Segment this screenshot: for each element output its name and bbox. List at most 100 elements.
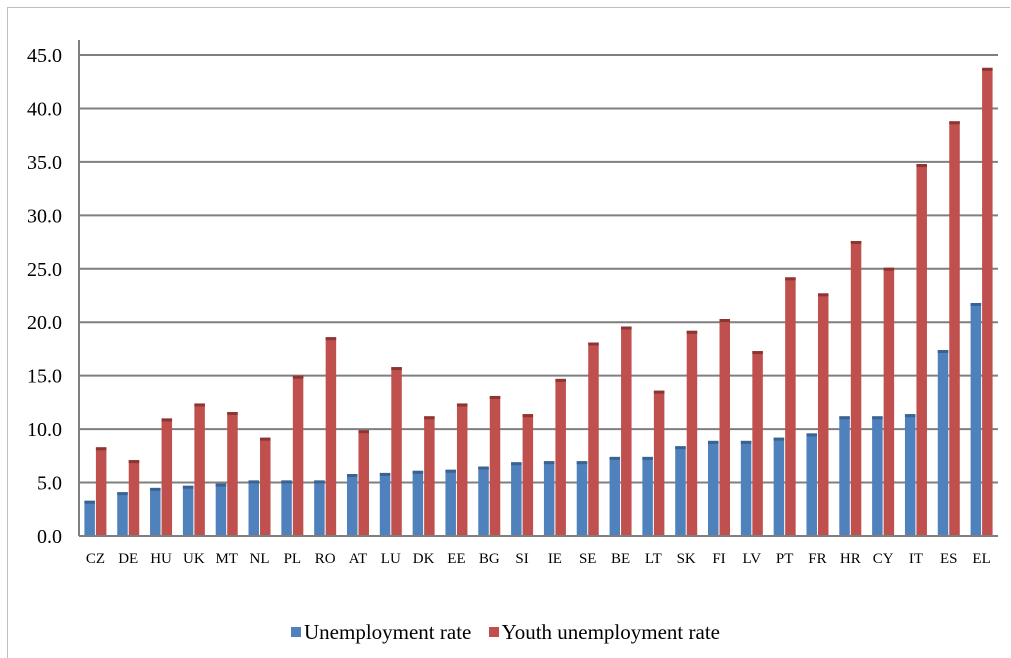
bar-cap-youth-unemployment-fr — [817, 293, 829, 297]
bar-cap-youth-unemployment-at — [358, 430, 369, 434]
bar-cap-youth-unemployment-cz — [95, 447, 107, 451]
bar-unemployment-dk — [412, 470, 424, 536]
x-tick-label-se: SE — [579, 551, 597, 567]
bar-cap-unemployment-de — [117, 492, 128, 496]
bar-youth-unemployment-fr — [817, 293, 829, 536]
bar-cap-unemployment-hu — [150, 487, 161, 491]
bar-cap-unemployment-es — [937, 350, 949, 354]
bar-cap-youth-unemployment-el — [982, 67, 993, 71]
x-tick-label-pl: PL — [284, 551, 302, 567]
bar-cap-youth-unemployment-hu — [161, 418, 173, 422]
bar-cap-unemployment-cy — [872, 416, 883, 420]
bar-unemployment-sk — [675, 446, 686, 536]
bar-cap-youth-unemployment-pl — [292, 375, 304, 379]
x-tick-label-cy: CY — [873, 551, 894, 567]
bar-cap-unemployment-fi — [708, 440, 719, 444]
x-tick-label-de: DE — [118, 551, 138, 567]
bar-cap-unemployment-pl — [281, 480, 292, 484]
x-tick-label-at: AT — [349, 551, 367, 567]
bar-cap-unemployment-si — [511, 462, 522, 466]
x-tick-label-bg: BG — [479, 551, 500, 567]
bar-unemployment-pt — [773, 437, 785, 536]
gridlines — [79, 54, 998, 484]
bar-youth-unemployment-lt — [653, 390, 665, 536]
bar-cap-youth-unemployment-ee — [456, 403, 468, 407]
bar-cap-youth-unemployment-bg — [489, 395, 501, 399]
bar-youth-unemployment-ro — [325, 337, 337, 536]
bar-youth-unemployment-bg — [489, 395, 501, 536]
bar-youth-unemployment-mt — [227, 412, 238, 536]
y-tick-label: 10.0 — [27, 419, 62, 441]
bar-unemployment-lv — [740, 440, 752, 536]
bar-cap-youth-unemployment-be — [621, 326, 632, 330]
bar-unemployment-cz — [84, 500, 95, 536]
bar-unemployment-pl — [281, 480, 292, 536]
bar-unemployment-nl — [248, 480, 260, 536]
x-tick-label-fr: FR — [808, 551, 826, 567]
bar-unemployment-ee — [445, 469, 456, 536]
bar-cap-unemployment-bg — [478, 466, 489, 470]
legend-label-youth-unemployment: Youth unemployment rate — [501, 619, 720, 644]
bar-cap-unemployment-lt — [642, 456, 653, 460]
bar-youth-unemployment-ie — [555, 378, 566, 536]
bar-youth-unemployment-de — [128, 460, 140, 536]
y-tick-label: 25.0 — [27, 259, 62, 281]
x-tick-label-be: BE — [611, 551, 630, 567]
bar-cap-unemployment-sk — [675, 446, 686, 450]
bar-cap-unemployment-pt — [773, 437, 785, 441]
x-tick-label-lt: LT — [645, 551, 662, 567]
bar-cap-unemployment-el — [970, 302, 982, 306]
bars — [84, 67, 993, 537]
bar-cap-youth-unemployment-lt — [653, 390, 665, 394]
bar-unemployment-se — [576, 461, 588, 536]
y-tick-label: 35.0 — [27, 152, 62, 174]
bar-cap-unemployment-at — [346, 474, 358, 478]
bar-youth-unemployment-se — [588, 342, 599, 536]
bar-unemployment-bg — [478, 466, 489, 536]
bar-cap-unemployment-uk — [182, 485, 194, 489]
bar-cap-youth-unemployment-sk — [686, 330, 698, 334]
x-tick-label-ee: EE — [447, 551, 465, 567]
bar-youth-unemployment-at — [358, 430, 369, 536]
bar-cap-youth-unemployment-ie — [555, 378, 566, 382]
bar-unemployment-hr — [839, 416, 850, 536]
y-tick-label: 20.0 — [27, 312, 62, 334]
bar-cap-unemployment-hr — [839, 416, 850, 420]
bar-youth-unemployment-pt — [785, 277, 796, 536]
y-tick-label: 15.0 — [27, 366, 62, 388]
bar-cap-youth-unemployment-se — [588, 342, 599, 346]
bar-youth-unemployment-hr — [850, 240, 862, 536]
bar-youth-unemployment-el — [982, 67, 993, 537]
chart-area — [7, 7, 1010, 658]
x-tick-label-si: SI — [515, 551, 528, 567]
bar-youth-unemployment-cz — [95, 447, 107, 536]
bar-youth-unemployment-be — [621, 326, 632, 536]
bar-cap-youth-unemployment-dk — [424, 416, 435, 420]
bar-youth-unemployment-nl — [260, 437, 271, 536]
bar-cap-unemployment-lu — [379, 472, 391, 476]
bar-cap-youth-unemployment-it — [916, 164, 927, 168]
bar-youth-unemployment-lu — [391, 367, 402, 536]
x-tick-label-fi: FI — [712, 551, 725, 567]
bar-cap-unemployment-be — [609, 456, 621, 460]
x-tick-label-ro: RO — [315, 551, 336, 567]
bar-youth-unemployment-fi — [719, 319, 731, 536]
x-tick-label-pt: PT — [776, 551, 794, 567]
legend-item-unemployment: Unemployment rate — [291, 620, 471, 645]
bar-youth-unemployment-cy — [883, 267, 895, 536]
bar-unemployment-be — [609, 456, 621, 536]
bar-youth-unemployment-dk — [424, 416, 435, 536]
bar-unemployment-ro — [314, 480, 325, 536]
x-tick-label-sk: SK — [677, 551, 696, 567]
bar-cap-unemployment-nl — [248, 480, 260, 484]
bar-youth-unemployment-pl — [292, 375, 304, 536]
bar-unemployment-lu — [379, 472, 391, 536]
x-tick-label-nl: NL — [250, 551, 270, 567]
x-tick-label-mt: MT — [215, 551, 238, 567]
tick-labels: 0.0 5.0 10.0 15.0 20.0 25.0 30.0 35.0 40.0 45.0 CZ… — [27, 45, 991, 567]
bar-youth-unemployment-si — [522, 414, 534, 536]
bar-unemployment-es — [937, 350, 949, 536]
bar-cap-youth-unemployment-pt — [785, 277, 796, 281]
bar-unemployment-fi — [708, 440, 719, 536]
